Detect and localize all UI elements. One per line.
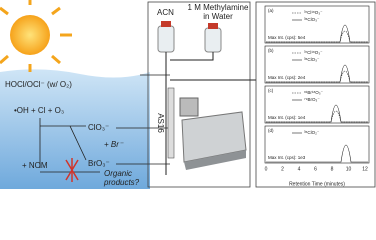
bottle bbox=[157, 25, 175, 53]
figure: HOCl/OCl⁻ (w/ O₂) •OH + Cl + O₃ ClO₃⁻ + … bbox=[0, 0, 376, 189]
x-tick-label: 10 bbox=[346, 166, 352, 172]
x-tick-label: 4 bbox=[298, 166, 301, 172]
sun bbox=[0, 0, 72, 72]
panel-tag: (d) bbox=[268, 128, 274, 133]
bottle bbox=[204, 27, 222, 53]
solvent-b: in Water bbox=[203, 12, 233, 21]
legend-label: ³⁵ClO₃⁻ bbox=[304, 17, 320, 22]
legend-label: ⁷⁹BrO₃⁻ bbox=[304, 97, 320, 102]
organic-label: Organic bbox=[104, 169, 132, 178]
max-intensity: Max Int. (cps): 5e4 bbox=[268, 35, 306, 40]
column bbox=[167, 87, 175, 159]
bromate: BrO₃⁻ bbox=[88, 159, 110, 168]
bottle-cap bbox=[161, 21, 171, 27]
x-tick-label: 6 bbox=[314, 166, 317, 172]
legend-label: ³⁷Cl¹⁸O₃⁻ bbox=[304, 10, 323, 15]
panel-tag: (a) bbox=[268, 8, 274, 13]
bromide: + Br⁻ bbox=[104, 140, 124, 149]
legend-label: ³⁵ClO₃⁻ bbox=[304, 57, 320, 62]
tubing bbox=[165, 52, 258, 175]
legend-label: ⁸¹Br¹⁸O₃⁻ bbox=[304, 90, 324, 95]
source bbox=[179, 97, 199, 117]
x-tick-label: 2 bbox=[281, 166, 284, 172]
x-tick-label: 8 bbox=[331, 166, 334, 172]
max-intensity: Max Int. (cps): 1e3 bbox=[268, 155, 306, 160]
instrument: ACN 1 M Methylamine in Water AS16 bbox=[147, 1, 258, 188]
max-intensity: Max Int. (cps): 2e4 bbox=[268, 75, 306, 80]
panel-frame bbox=[255, 1, 376, 188]
water bbox=[0, 69, 150, 189]
bottle-cap bbox=[208, 23, 218, 29]
legend-keys bbox=[292, 12, 302, 134]
scene: HOCl/OCl⁻ (w/ O₂) •OH + Cl + O₃ ClO₃⁻ + … bbox=[0, 0, 170, 189]
instrument-frame bbox=[147, 1, 251, 188]
reaction-arrows bbox=[39, 118, 87, 168]
legend-label: ³⁷Cl¹⁸O₃⁻ bbox=[304, 50, 323, 55]
x-axis-label: Retention Time (minutes) bbox=[289, 181, 345, 187]
solvent-a: ACN bbox=[157, 8, 174, 17]
x-tick-label: 0 bbox=[265, 166, 268, 172]
max-intensity: Max Int. (cps): 1e4 bbox=[268, 115, 306, 120]
mass-spec-base bbox=[184, 150, 246, 170]
panel-tag: (c) bbox=[268, 88, 274, 93]
chlorate: ClO₃⁻ bbox=[88, 123, 109, 132]
solvent-b: 1 M Methylamine bbox=[188, 3, 249, 12]
flow-lines bbox=[116, 74, 170, 165]
chromatograms: (a) ³⁷Cl¹⁸O₃⁻ ³⁵ClO₃⁻ Max Int. (cps): 5e4 (b… bbox=[255, 1, 376, 188]
column-label: AS16 bbox=[156, 113, 165, 133]
x-tick-label: 12 bbox=[362, 166, 368, 172]
nom: + NOM bbox=[22, 161, 48, 170]
radicals: •OH + Cl + O₃ bbox=[14, 106, 64, 115]
oxidant: HOCl/OCl⁻ (w/ O₂) bbox=[5, 80, 72, 89]
organic-label: products? bbox=[103, 178, 140, 187]
plots bbox=[264, 5, 370, 164]
legend-label: ³⁵ClO₂⁻ bbox=[304, 130, 320, 135]
molecule-icon bbox=[65, 158, 79, 182]
panel-tag: (b) bbox=[268, 48, 274, 53]
